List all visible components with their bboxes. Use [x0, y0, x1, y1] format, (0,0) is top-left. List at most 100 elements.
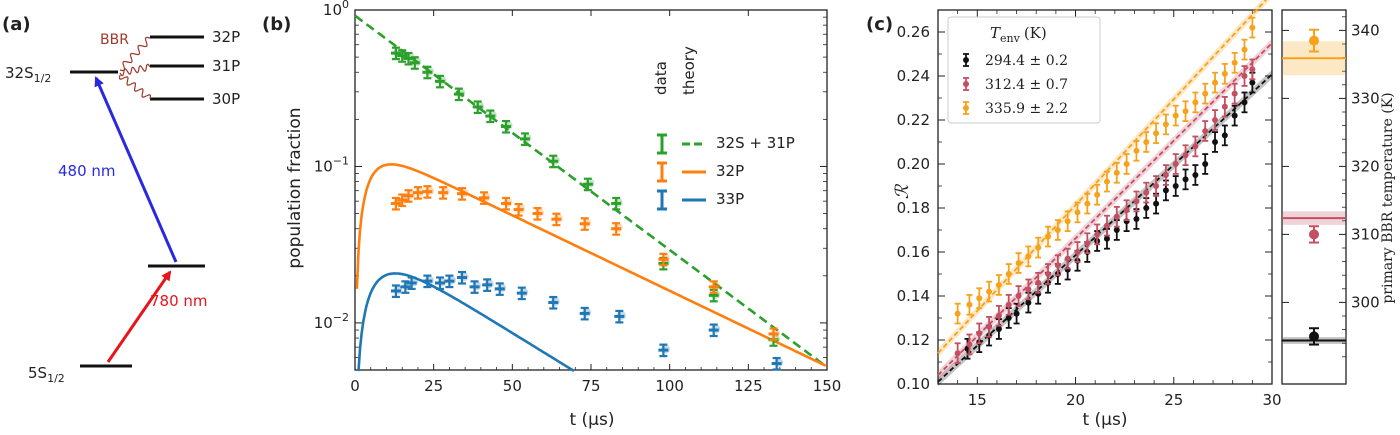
b-ytick-label: 10−2 — [314, 311, 349, 332]
c-data-point — [1035, 244, 1042, 251]
c-data-point — [1212, 79, 1219, 86]
c-data-point — [1045, 233, 1052, 240]
c-data-point — [1162, 172, 1169, 178]
c-data-point — [986, 323, 993, 330]
c-data-point — [1241, 99, 1248, 106]
b-xtick-label: 25 — [424, 377, 443, 395]
c-fit-band — [938, 0, 1270, 358]
c-data-point — [1013, 310, 1020, 317]
b-ytick-label: 100 — [323, 0, 349, 19]
plot-b-theory-curves — [354, 14, 827, 373]
d-ytick-label: 340 — [1351, 21, 1380, 39]
c-data-point — [1153, 200, 1160, 207]
c-ytick-label: 0.26 — [897, 23, 930, 41]
d-ytick-label: 310 — [1351, 225, 1380, 243]
legend-label-black: 294.4 ± 0.2 — [985, 53, 1068, 69]
b-xtick-label: 50 — [503, 377, 522, 395]
c-ytick-label: 0.12 — [897, 331, 930, 349]
plot-c-data — [954, 16, 1256, 365]
label-bbr: BBR — [100, 32, 129, 48]
c-data-point — [1123, 207, 1130, 214]
c-xtick-label: 15 — [968, 391, 987, 409]
c-data-point — [1143, 189, 1150, 196]
arrow-480 — [94, 76, 178, 263]
legend-label-blue: 33P — [716, 190, 744, 208]
c-data-point — [1133, 198, 1140, 205]
theory-curve-32p — [355, 163, 827, 367]
plot-c-ticks: 15 20 25 30 0.10 0.12 0.14 0.16 0.18 0.20 0.22 0.24… — [897, 9, 1282, 409]
legend-col-theory: theory — [680, 46, 698, 95]
c-data-point — [1202, 161, 1209, 167]
c-data-point — [1074, 249, 1081, 255]
plot-c-frame — [937, 9, 1273, 385]
c-xtick-label: 25 — [1164, 391, 1183, 409]
c-data-point — [1103, 222, 1110, 229]
c-data-point — [954, 350, 961, 357]
c-data-point — [1084, 240, 1091, 247]
c-data-point — [1192, 99, 1199, 106]
legend-label-orange: 335.9 ± 2.2 — [985, 101, 1068, 117]
label-480: 480 nm — [58, 162, 116, 180]
plot-c-ylabel: ℛ — [892, 183, 913, 199]
d-point — [1309, 35, 1319, 46]
legend-col-data: data — [652, 61, 670, 95]
c-data-point — [1192, 172, 1199, 178]
c-data-point — [1054, 262, 1061, 269]
b-xtick-label: 150 — [813, 377, 842, 395]
c-ytick-label: 0.20 — [897, 155, 930, 173]
c-data-point — [1103, 178, 1110, 185]
c-data-point — [1025, 299, 1032, 306]
c-data-point — [1221, 103, 1228, 110]
legend-box — [947, 16, 1101, 124]
c-data-point — [1172, 183, 1179, 189]
c-ytick-label: 0.24 — [897, 67, 930, 85]
c-data-point — [1153, 130, 1160, 137]
d-point — [1309, 229, 1319, 240]
legend-label-green: 32S + 31P — [716, 134, 795, 152]
c-data-point — [995, 282, 1002, 288]
c-data-point — [1113, 169, 1120, 176]
c-fit-line — [937, 42, 1273, 376]
c-data-point — [976, 330, 983, 337]
label-30p: 30P — [212, 90, 240, 108]
c-data-point — [1005, 315, 1012, 321]
label-32s: 32S1/2 — [5, 64, 51, 85]
plot-b-xlabel: t (µs) — [569, 410, 614, 430]
c-data-point — [1143, 205, 1150, 211]
panel-c: (c) 15 20 25 30 0.10 0.12 0.14 0.16 0.18 0.20 0.22… — [866, 0, 1396, 430]
label-780: 780 nm — [150, 292, 208, 310]
d-ytick-label: 330 — [1351, 89, 1380, 107]
c-data-point — [1212, 117, 1219, 123]
c-data-point — [1192, 143, 1199, 150]
c-data-point — [1249, 79, 1256, 86]
c-data-point — [1054, 227, 1061, 233]
c-ytick-label: 0.14 — [897, 287, 930, 305]
c-data-point — [1113, 213, 1120, 220]
c-data-point — [1015, 293, 1022, 299]
c-data-point — [1133, 216, 1140, 222]
c-data-point — [1221, 132, 1228, 139]
c-data-point — [1064, 255, 1071, 262]
plot-d-frame — [1281, 9, 1347, 385]
plot-d-content: 300 310 320 330 340 — [1282, 16, 1380, 358]
plot-d-ylabel: primary BBR temperature (K) — [1380, 92, 1396, 303]
c-data-point — [1133, 147, 1140, 154]
d-ytick-label: 320 — [1351, 157, 1380, 175]
plot-b-legend: data theory 32S + 31P 32P 33P — [652, 46, 795, 211]
c-data-point — [1241, 46, 1248, 53]
panel-a-label: (a) — [2, 14, 31, 35]
bbr-wiggle-down — [119, 74, 151, 100]
c-xtick-label: 20 — [1066, 391, 1085, 409]
c-data-point — [1231, 90, 1238, 97]
c-data-point — [1015, 260, 1022, 266]
plot-c-xlabel: t (µs) — [1082, 410, 1127, 430]
c-data-point — [1064, 218, 1071, 225]
theory-curve-33p — [357, 272, 575, 373]
d-ytick-label: 300 — [1351, 293, 1380, 311]
bbr-wiggle-mid — [119, 63, 151, 77]
c-ytick-label: 0.18 — [897, 199, 930, 217]
c-data-point — [1084, 200, 1091, 207]
c-data-point — [1172, 112, 1179, 119]
d-point — [1309, 331, 1319, 342]
